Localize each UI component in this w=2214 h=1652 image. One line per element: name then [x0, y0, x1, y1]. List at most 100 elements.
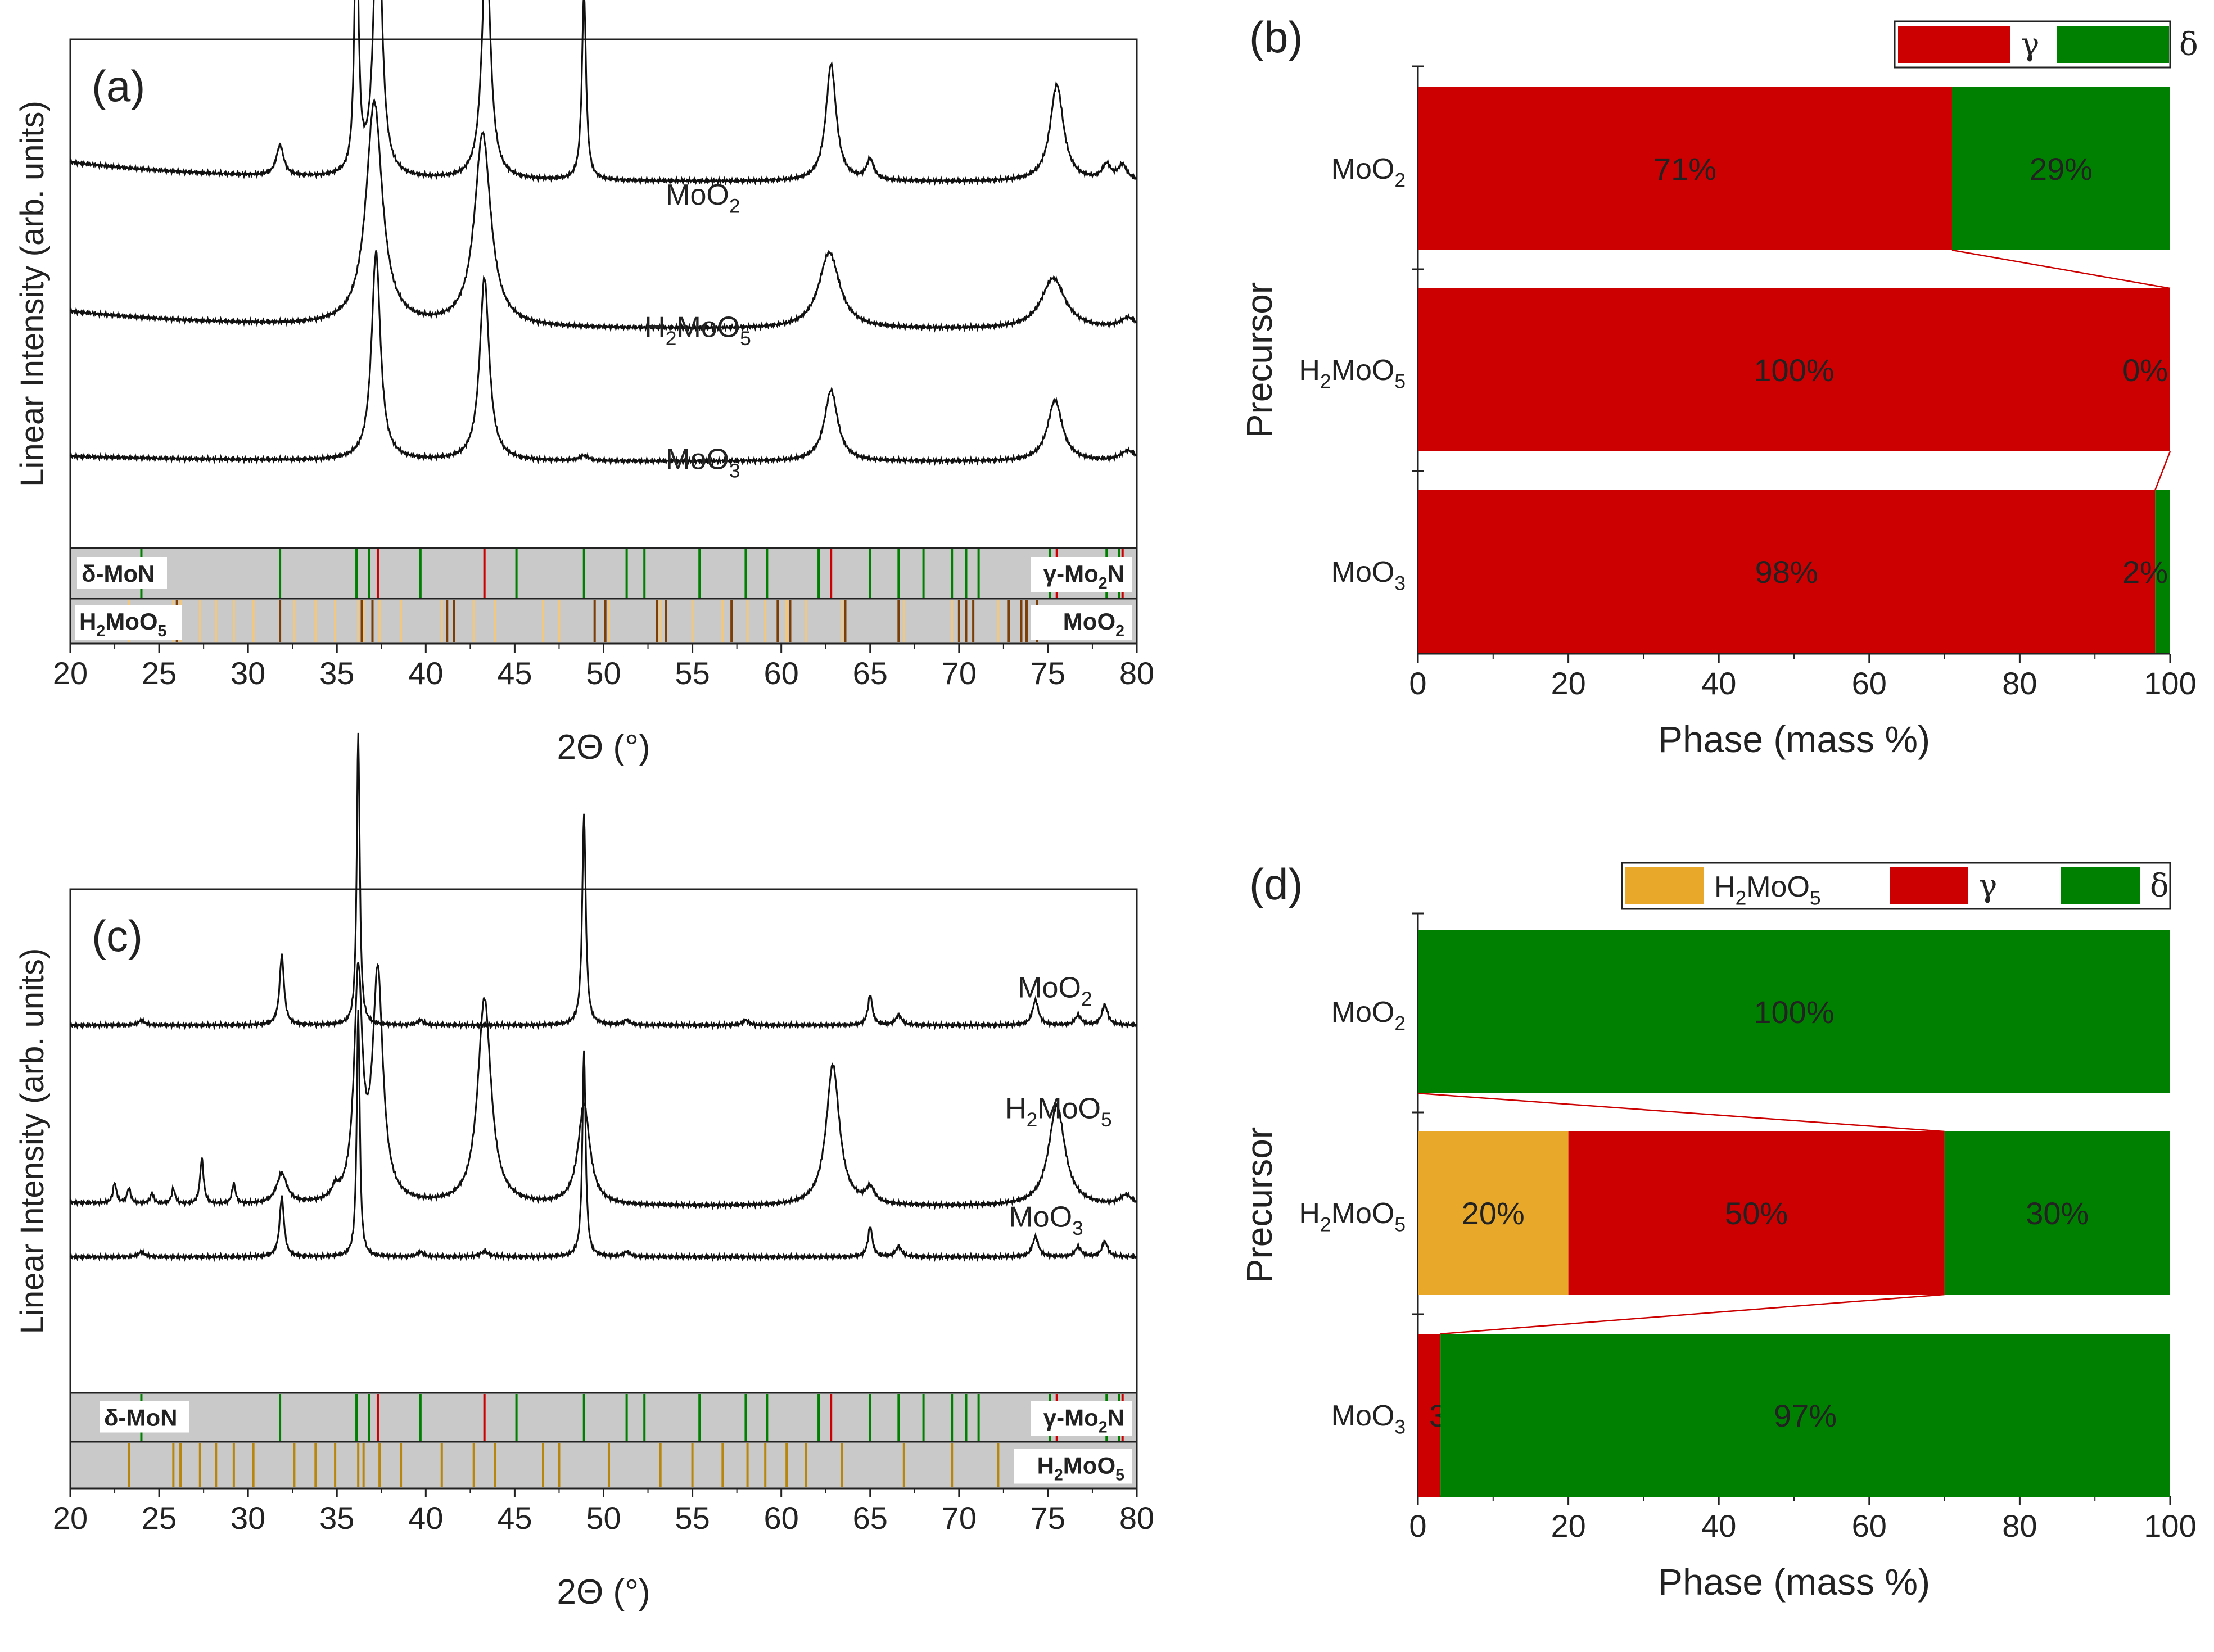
x-tick-label: 75 [1031, 655, 1065, 691]
x-tick-label: 100 [2144, 666, 2196, 701]
delta-mon-label: δ-MoN [82, 560, 155, 587]
bar-value-label: 100% [1754, 352, 1834, 388]
gamma-mo2n-label-box [1031, 557, 1132, 592]
x-axis-title: Phase (mass %) [1658, 718, 1930, 760]
bar-0-δ [1418, 930, 2170, 1093]
x-tick-label: 75 [1031, 1500, 1065, 1536]
legend-swatch-2 [1890, 867, 1968, 904]
legend-swatch-3 [2061, 867, 2140, 904]
x-tick-label: 0 [1409, 666, 1426, 701]
bar-value-label: 98% [1755, 554, 1818, 590]
category-label-3: MoO3 [1331, 1400, 1406, 1438]
x-tick-label: 35 [319, 655, 354, 691]
x-tick-label: 80 [2002, 666, 2037, 701]
legend: H2MoO5 γ δ [1621, 862, 2171, 910]
category-label-1: MoO2 [1331, 996, 1406, 1035]
x-tick-label: 50 [586, 655, 621, 691]
gamma-mo2n-label: γ-Mo2N [1043, 560, 1124, 592]
legend-label-1: γ [2021, 26, 2039, 63]
y-axis-title: Precursor [1239, 1127, 1280, 1283]
bar-2-δ [2155, 490, 2170, 653]
series-label-h2moo5: H2MoO5 [1005, 1093, 1112, 1131]
x-tick-label: 40 [408, 655, 443, 691]
h2moo5-label-box [75, 605, 182, 640]
panel-letter: (d) [1249, 859, 1303, 909]
legend-label-2: γ [1978, 868, 1997, 904]
delta-mon-label-box [77, 557, 167, 589]
series-line-moo2 [69, 0, 1137, 187]
x-tick-label: 60 [764, 655, 799, 691]
reference-band-1 [69, 547, 1138, 600]
bar-1-δ [1944, 1131, 2170, 1295]
bar-0-γ [1418, 87, 1952, 250]
reference-band-2 [69, 1441, 1138, 1490]
x-tick-label: 55 [675, 1500, 710, 1536]
x-tick-label: 20 [1551, 666, 1585, 701]
panel-a-xrd-chart: δ-MoN γ-Mo2N H2MoO5 MoO2 20 25 30 35 40 45 50 55 60 6… [14, 0, 1154, 767]
reference-band-2 [69, 598, 1138, 645]
gamma-connector-1 [1417, 1092, 1945, 1133]
series-line-moo3 [69, 250, 1137, 467]
x-tick-label: 60 [764, 1500, 799, 1536]
h2moo5-band-label-box [1014, 1449, 1132, 1484]
bar-2-γ [1418, 490, 2156, 653]
bar-value-label: 71% [1653, 151, 1716, 187]
x-axis-title: 2Θ (°) [557, 728, 650, 767]
x-tick-label: 55 [675, 655, 710, 691]
y-axis-title: Precursor [1239, 282, 1280, 438]
series-label-h2moo5: H2MoO5 [644, 311, 751, 350]
panel-letter: (c) [92, 911, 143, 961]
gamma-connector-1 [1951, 249, 2171, 289]
bar-1-γ [1418, 288, 2170, 451]
bar-value-label: 20% [1462, 1196, 1525, 1231]
moo2-band-label-box [1031, 605, 1132, 640]
legend-swatch-2 [2057, 26, 2169, 63]
bar-2-δ [1440, 1334, 2170, 1497]
x-tick-label: 35 [319, 1500, 354, 1536]
legend-label-2: δ [2179, 26, 2198, 63]
category-label-2: H2MoO5 [1299, 354, 1406, 393]
gamma-mo2n-label-box [1031, 1401, 1132, 1436]
category-label-2: H2MoO5 [1299, 1197, 1406, 1236]
x-tick-label: 20 [53, 655, 88, 691]
legend-swatch-1 [1625, 867, 1704, 904]
bar-value-label: 97% [1774, 1398, 1837, 1433]
bar-value-label: 2% [2122, 554, 2168, 590]
x-tick-label: 40 [1701, 666, 1736, 701]
x-tick-label: 20 [1551, 1508, 1585, 1544]
x-tick-label: 50 [586, 1500, 621, 1536]
bar-value-label: 100% [1754, 994, 1834, 1030]
x-axis-title: 2Θ (°) [557, 1573, 650, 1612]
h2moo5-band-label: H2MoO5 [79, 608, 167, 640]
panel-letter: (b) [1249, 12, 1303, 62]
x-tick-label: 45 [497, 655, 532, 691]
legend-label-1: H2MoO5 [1714, 871, 1821, 909]
h2moo5-band-label: H2MoO5 [1037, 1452, 1125, 1484]
bar-0-δ [1951, 87, 2170, 250]
series-line-h2moo5 [69, 962, 1137, 1211]
x-axis-title: Phase (mass %) [1658, 1561, 1930, 1603]
y-axis-title: Linear Intensity (arb. units) [14, 101, 51, 487]
x-tick-label: 45 [497, 1500, 532, 1536]
x-tick-label: 30 [231, 655, 265, 691]
x-tick-label: 25 [142, 655, 177, 691]
panel-d-phase-bar-chart: 0 20 40 60 80 100 Phase (mass %) Precursor (d) 10… [1239, 859, 2197, 1603]
x-tick-label: 60 [1852, 666, 1887, 701]
gamma-connector-2 [2154, 451, 2171, 491]
series-line-moo3 [69, 1010, 1137, 1262]
x-tick-label: 0 [1409, 1508, 1426, 1544]
x-tick-label: 70 [942, 655, 977, 691]
bar-value-label: 0% [2122, 352, 2168, 388]
x-tick-label: 65 [853, 655, 888, 691]
legend-swatch-1 [1898, 26, 2010, 63]
panel-letter: (a) [92, 61, 145, 111]
bar-value-label: 29% [2030, 151, 2093, 187]
bar-value-label: 30% [2026, 1196, 2089, 1231]
delta-mon-label: δ-MoN [104, 1405, 177, 1431]
y-axis-title: Linear Intensity (arb. units) [14, 948, 51, 1334]
x-tick-label: 40 [408, 1500, 443, 1536]
moo2-band-label: MoO2 [1063, 608, 1124, 640]
x-tick-label: 25 [142, 1500, 177, 1536]
series-label-moo3: MoO3 [1009, 1201, 1083, 1239]
